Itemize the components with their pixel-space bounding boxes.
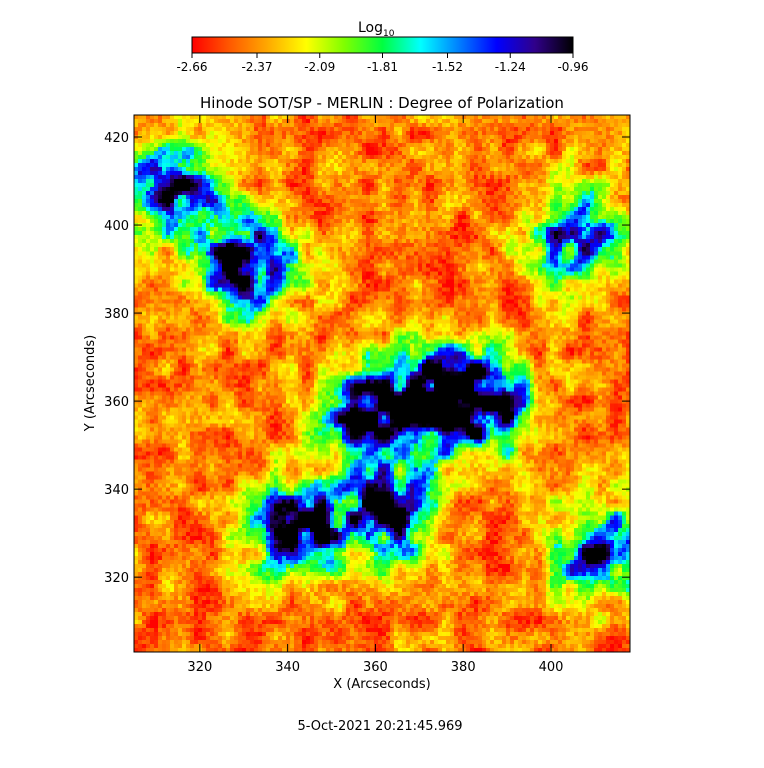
x-tick-label: 360 bbox=[363, 660, 388, 675]
colorbar-tick-label: -1.52 bbox=[432, 60, 463, 74]
colorbar-tick-label: -0.96 bbox=[557, 60, 588, 74]
y-axis-label: Y (Arcseconds) bbox=[83, 335, 98, 432]
heatmap-plot: 320 340 360 380 400 320 340 360 380 400 420 bbox=[104, 114, 631, 675]
plot-frame bbox=[133, 114, 631, 653]
chart-title: Hinode SOT/SP - MERLIN : Degree of Polar… bbox=[200, 94, 564, 112]
colorbar-tick-label: -1.24 bbox=[495, 60, 526, 74]
y-tick-label: 400 bbox=[104, 219, 129, 234]
colorbar: Log10 -2.66 -2.37 -2.09 -1.81 -1.52 -1.24 -0.9… bbox=[176, 20, 588, 74]
y-axis: 320 340 360 380 400 420 bbox=[104, 131, 630, 586]
heatmap-image bbox=[134, 115, 630, 652]
y-tick-label: 380 bbox=[104, 307, 129, 322]
colorbar-ticks: -2.66 -2.37 -2.09 -1.81 -1.52 -1.24 -0.96 bbox=[176, 53, 589, 74]
x-tick-label: 380 bbox=[451, 660, 476, 675]
colorbar-tick-label: -2.37 bbox=[241, 60, 272, 74]
colorbar-label-subscript: 10 bbox=[383, 29, 395, 39]
y-tick-label: 340 bbox=[104, 483, 129, 498]
y-tick-label: 360 bbox=[104, 395, 129, 410]
timestamp: 5-Oct-2021 20:21:45.969 bbox=[297, 719, 462, 734]
x-axis: 320 340 360 380 400 bbox=[187, 115, 563, 675]
colorbar-gradient bbox=[191, 36, 574, 54]
colorbar-tick-label: -2.09 bbox=[304, 60, 335, 74]
x-tick-label: 320 bbox=[187, 660, 212, 675]
colorbar-tick-label: -1.81 bbox=[367, 60, 398, 74]
x-axis-label: X (Arcseconds) bbox=[333, 677, 430, 692]
colorbar-label: Log10 bbox=[358, 20, 395, 39]
colorbar-label-main: Log bbox=[358, 20, 383, 36]
x-tick-label: 340 bbox=[275, 660, 300, 675]
y-tick-label: 320 bbox=[104, 571, 129, 586]
y-tick-label: 420 bbox=[104, 131, 129, 146]
colorbar-tick-label: -2.66 bbox=[176, 60, 207, 74]
x-tick-label: 400 bbox=[539, 660, 564, 675]
